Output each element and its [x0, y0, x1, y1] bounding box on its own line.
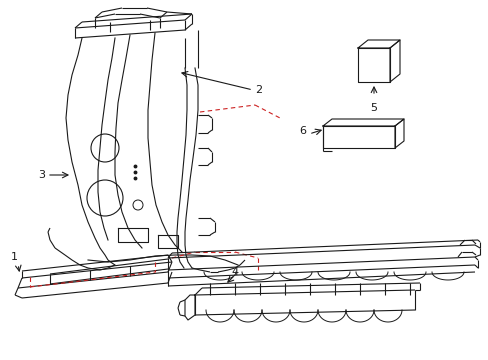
Text: 3: 3	[38, 170, 45, 180]
Text: 5: 5	[370, 103, 377, 113]
Text: 4: 4	[231, 267, 238, 277]
Text: 1: 1	[10, 252, 18, 262]
Text: 2: 2	[254, 85, 262, 95]
Text: 6: 6	[299, 126, 306, 136]
